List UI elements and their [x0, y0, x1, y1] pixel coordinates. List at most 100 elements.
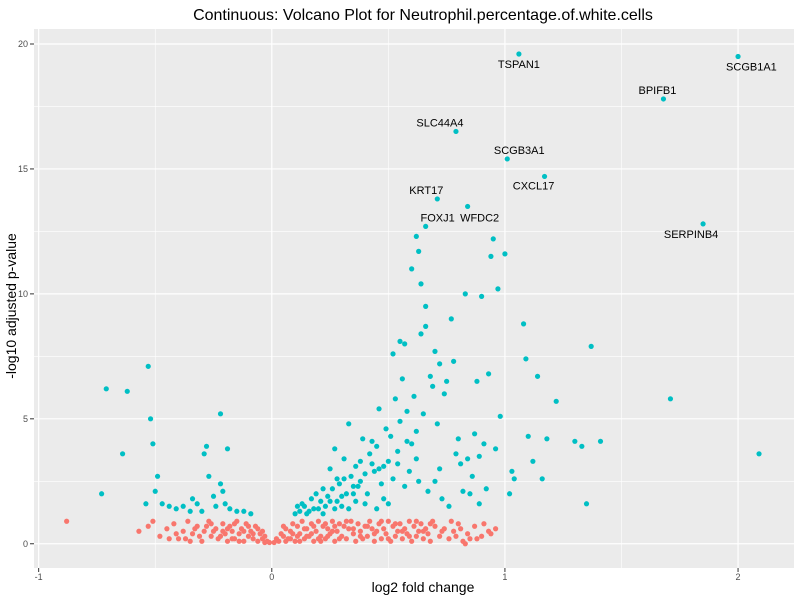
labeled-point: [434, 196, 440, 202]
nonsignificant-point: [192, 526, 198, 532]
significant-point: [451, 358, 457, 364]
significant-point: [199, 508, 205, 514]
nonsignificant-point: [492, 526, 499, 532]
significant-point: [292, 511, 298, 517]
significant-point: [339, 493, 345, 499]
significant-point: [409, 266, 415, 272]
significant-point: [376, 406, 382, 412]
significant-point: [418, 281, 424, 287]
significant-point: [362, 501, 368, 507]
significant-point: [320, 511, 326, 517]
significant-point: [360, 436, 366, 442]
significant-point: [150, 441, 156, 447]
significant-point: [406, 468, 412, 474]
significant-point: [222, 501, 228, 507]
nonsignificant-point: [329, 528, 336, 534]
nonsignificant-point: [439, 528, 445, 534]
nonsignificant-point: [220, 521, 226, 527]
nonsignificant-point: [392, 521, 398, 527]
significant-point: [378, 481, 384, 487]
significant-point: [397, 418, 403, 424]
significant-point: [437, 361, 443, 367]
nonsignificant-point: [297, 538, 303, 544]
significant-point: [173, 506, 179, 512]
significant-point: [357, 478, 363, 484]
nonsignificant-point: [371, 531, 377, 537]
significant-point: [371, 468, 377, 474]
nonsignificant-point: [208, 533, 214, 539]
nonsignificant-point: [334, 528, 340, 534]
significant-point: [318, 498, 324, 504]
significant-point: [353, 463, 359, 469]
significant-point: [511, 476, 517, 482]
nonsignificant-point: [313, 528, 319, 534]
nonsignificant-point: [364, 533, 370, 539]
nonsignificant-point: [294, 533, 301, 539]
significant-point: [374, 443, 380, 449]
labeled-point: [541, 173, 548, 180]
nonsignificant-point: [311, 538, 317, 544]
significant-point: [483, 486, 489, 492]
labeled-point: [453, 128, 459, 135]
nonsignificant-point: [329, 518, 336, 524]
nonsignificant-point: [241, 538, 247, 544]
nonsignificant-point: [187, 538, 193, 544]
nonsignificant-point: [383, 531, 389, 537]
significant-point: [357, 458, 363, 464]
significant-point: [479, 293, 485, 299]
significant-point: [469, 473, 475, 479]
nonsignificant-point: [406, 518, 412, 524]
nonsignificant-point: [381, 526, 387, 532]
gene-label: KRT17: [409, 185, 443, 197]
nonsignificant-point: [420, 528, 426, 534]
significant-point: [432, 348, 438, 354]
nonsignificant-point: [343, 536, 349, 542]
nonsignificant-point: [453, 533, 459, 539]
significant-point: [455, 436, 461, 442]
nonsignificant-point: [245, 523, 252, 529]
significant-point: [399, 376, 405, 382]
significant-point: [334, 476, 340, 482]
nonsignificant-point: [336, 536, 342, 542]
gene-label: SCGB1A1: [726, 61, 777, 73]
nonsignificant-point: [479, 533, 485, 539]
significant-point: [441, 391, 447, 397]
plot-panel: [34, 29, 794, 568]
significant-point: [348, 473, 354, 479]
significant-point: [299, 501, 305, 507]
nonsignificant-point: [343, 518, 349, 524]
significant-point: [227, 506, 233, 512]
significant-point: [434, 421, 440, 427]
significant-point: [481, 441, 487, 447]
nonsignificant-point: [229, 528, 235, 534]
significant-point: [362, 471, 368, 477]
significant-point: [383, 426, 389, 432]
labeled-point: [660, 96, 667, 102]
nonsignificant-point: [392, 533, 398, 539]
nonsignificant-point: [355, 521, 361, 527]
gene-label: CXCL17: [513, 180, 555, 192]
minor-gridlines: [34, 29, 794, 568]
significant-point: [308, 496, 315, 502]
significant-point: [525, 433, 531, 439]
nonsignificant-point: [229, 536, 235, 542]
significant-point: [325, 493, 331, 499]
labeled-point: [423, 223, 429, 230]
significant-point: [369, 438, 375, 444]
nonsignificant-point: [287, 536, 294, 542]
gene-label: SERPINB4: [664, 229, 718, 241]
significant-point: [523, 356, 529, 362]
x-tick-label: 0: [269, 572, 274, 582]
significant-point: [334, 498, 340, 504]
significant-point: [530, 458, 536, 464]
nonsignificant-point: [171, 521, 177, 527]
significant-point: [402, 483, 408, 489]
nonsignificant-point: [173, 531, 179, 537]
significant-point: [210, 493, 217, 499]
significant-point: [404, 438, 410, 444]
nonsignificant-point: [276, 538, 282, 544]
nonsignificant-point: [299, 518, 305, 524]
x-axis-title: log2 fold change: [372, 579, 475, 595]
nonsignificant-point: [336, 521, 342, 527]
